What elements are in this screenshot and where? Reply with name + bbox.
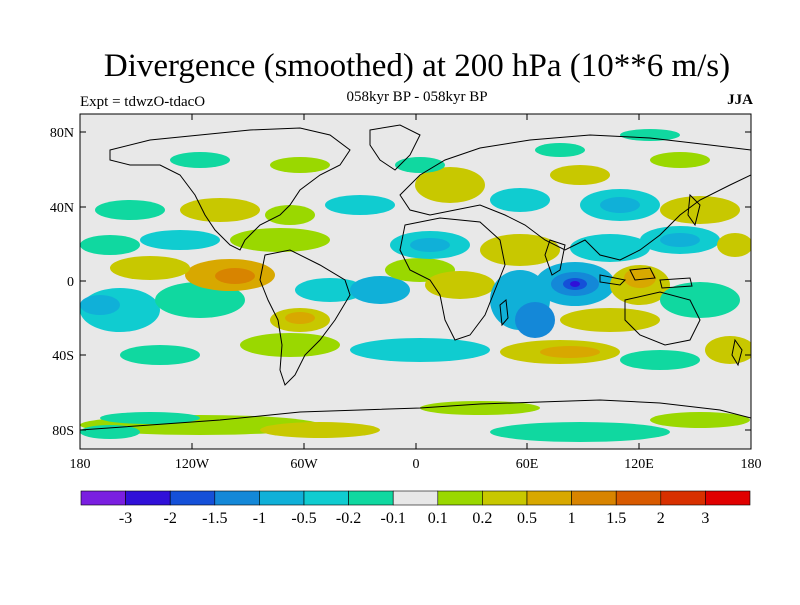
colorbar-label: -2 [164,510,177,527]
experiment-label: Expt = tdwzO-tdacO [80,94,206,110]
mid-north-band [95,165,740,225]
colorbar-label: -3 [119,510,132,527]
colorbar-label: 0.5 [517,510,537,527]
lat-tick-label: 80S [52,424,74,439]
colorbar-label: -1 [253,510,266,527]
lat-axis [80,131,751,431]
lat-tick-label: 40N [50,201,74,216]
lon-axis [79,114,752,449]
tropical-band [80,256,740,338]
colorbar-label: -0.1 [381,510,406,527]
lon-tick-label: 180 [741,457,762,472]
lat-tick-label: 40S [52,349,74,364]
southern-band [80,401,750,442]
lon-tick-label: 120E [624,457,654,472]
colorbar-swatch [259,490,305,506]
colorbar-swatch [482,490,528,506]
colorbar-swatch [660,490,706,506]
colorbar-swatch [392,490,439,506]
mid-south-band [120,333,751,370]
colorbar-label: 3 [701,510,709,527]
colorbar-label: -0.2 [336,510,361,527]
lon-tick-label: 180 [70,457,91,472]
colorbar-swatch [125,490,171,506]
colorbar-label: -0.5 [291,510,316,527]
plot-title: Divergence (smoothed) at 200 hPa (10**6 … [103,48,731,84]
colorbar-swatch [526,490,572,506]
lat-tick-label: 80N [50,126,74,141]
lon-tick-label: 60W [290,457,318,472]
colorbar-labels: -3 -2 -1.5 -1 -0.5 -0.2 -0.1 0.1 0.2 0.5 1 1.5 2 3 [119,510,709,527]
colorbar-label: 2 [657,510,665,527]
colorbar-label: 1.5 [606,510,626,527]
lon-tick-label: 0 [413,457,420,472]
colorbar [80,490,751,506]
lon-tick-label: 60E [516,457,539,472]
colorbar-label: 0.1 [428,510,448,527]
season-label: JJA [727,92,753,108]
colorbar-swatch [615,490,662,506]
colorbar-swatch [80,490,126,506]
colorbar-label: -1.5 [202,510,227,527]
colorbar-swatch [348,490,394,506]
lon-tick-label: 120W [175,457,210,472]
north-tropical-band [80,226,751,266]
colorbar-swatch [571,490,617,506]
lat-tick-label: 0 [67,275,74,290]
colorbar-swatch [705,490,751,506]
high-north-band [170,129,710,173]
coastlines [80,124,751,431]
divergence-field [80,124,751,442]
colorbar-label: 1 [568,510,576,527]
colorbar-swatch [214,490,260,506]
colorbar-swatch [169,490,216,506]
colorbar-label: 0.2 [472,510,492,527]
period-label: 058kyr BP - 058kyr BP [346,89,488,105]
colorbar-swatch [437,490,483,506]
colorbar-swatch [303,490,349,506]
